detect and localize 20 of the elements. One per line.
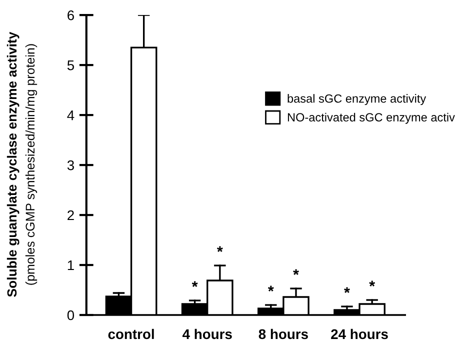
y-tick-label: 5 xyxy=(67,60,74,70)
annotation: * xyxy=(192,281,198,287)
y-tick-label: 4 xyxy=(67,110,74,120)
y-tick-label: 0 xyxy=(67,310,74,320)
y-tick-label: 6 xyxy=(68,10,74,20)
annotation: * xyxy=(268,286,274,292)
annotation: * xyxy=(369,280,376,286)
x-tick-label: control xyxy=(108,328,154,340)
annotation: * xyxy=(344,287,350,293)
y-axis-title: Soluble guanylate cyclase enzyme activity (pmoles cGMP synthesized/min/mg protein) xyxy=(6,32,38,297)
y-tick-label: 2 xyxy=(68,210,74,220)
legend-label: basal sGC enzyme activity xyxy=(288,94,426,106)
y-tick-label: 1 xyxy=(68,260,74,270)
annotation: * xyxy=(216,246,223,252)
y-tick-label: 3 xyxy=(67,160,74,170)
legend-label: NO-activated sGC enzyme activ xyxy=(288,112,455,124)
x-tick-label: 8 hours xyxy=(258,328,308,340)
x-tick-label: 4 hours xyxy=(182,328,232,340)
annotation: * xyxy=(293,269,299,275)
x-tick-label: 24 hours xyxy=(331,328,388,340)
